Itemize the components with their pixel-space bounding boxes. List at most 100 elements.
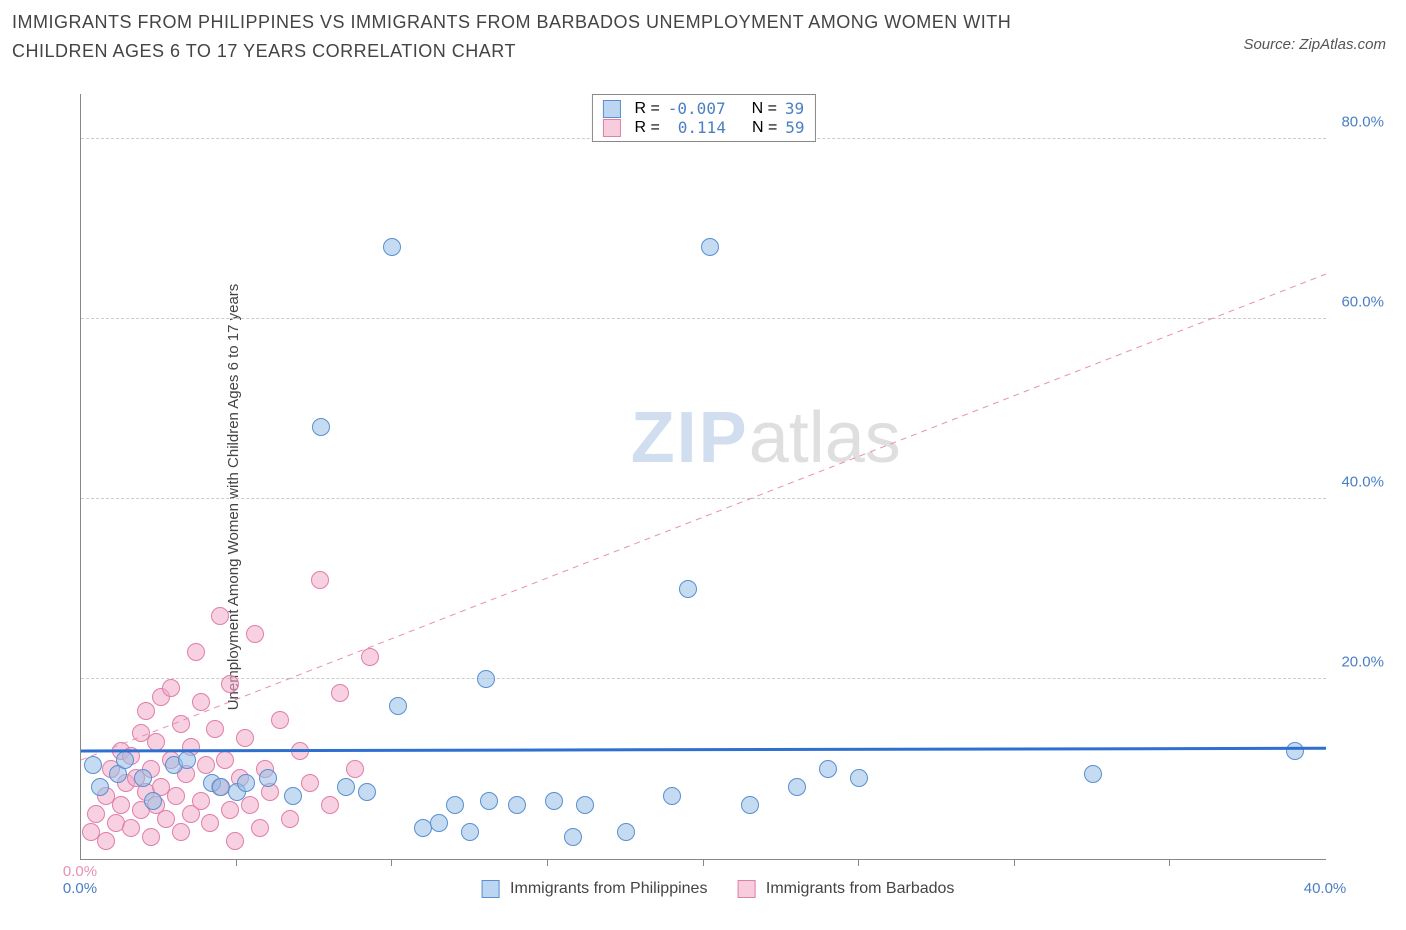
- data-point: [701, 238, 719, 256]
- data-point: [187, 643, 205, 661]
- data-point: [291, 742, 309, 760]
- source-label: Source: ZipAtlas.com: [1243, 8, 1386, 53]
- legend-swatch-philippines: [602, 100, 620, 118]
- legend-n-label: N =: [752, 100, 777, 118]
- data-point: [236, 729, 254, 747]
- data-point: [284, 787, 302, 805]
- data-point: [147, 733, 165, 751]
- data-point: [122, 819, 140, 837]
- data-point: [508, 796, 526, 814]
- data-point: [301, 774, 319, 792]
- data-point: [137, 702, 155, 720]
- data-point: [246, 625, 264, 643]
- legend-n-value: 39: [785, 99, 804, 118]
- data-point: [197, 756, 215, 774]
- data-point: [192, 693, 210, 711]
- legend-swatch-barbados: [737, 880, 755, 898]
- series-name: Immigrants from Barbados: [766, 880, 955, 897]
- data-point: [172, 823, 190, 841]
- data-point: [251, 819, 269, 837]
- watermark-part1: ZIP: [631, 398, 749, 478]
- data-point: [1286, 742, 1304, 760]
- x-tick-mark: [1014, 860, 1015, 866]
- legend-row: R = 0.114 N = 59: [602, 118, 804, 137]
- data-point: [679, 580, 697, 598]
- y-tick-label: 20.0%: [1341, 654, 1384, 671]
- series-name: Immigrants from Philippines: [510, 880, 707, 897]
- series-legend-item: Immigrants from Barbados: [737, 880, 954, 898]
- data-point: [617, 823, 635, 841]
- data-point: [157, 810, 175, 828]
- data-point: [337, 778, 355, 796]
- x-tick-label-blue: 40.0%: [1304, 880, 1347, 897]
- y-tick-label: 40.0%: [1341, 474, 1384, 491]
- legend-n-label: N =: [752, 119, 777, 137]
- data-point: [850, 769, 868, 787]
- watermark-part2: atlas: [749, 398, 901, 478]
- data-point: [281, 810, 299, 828]
- plot-region: R = -0.007 N = 39 R = 0.114 N = 59 ZIPat…: [80, 94, 1326, 860]
- data-point: [178, 751, 196, 769]
- trend-line: [81, 94, 1326, 859]
- stats-legend: R = -0.007 N = 39 R = 0.114 N = 59: [591, 94, 815, 142]
- y-tick-label: 60.0%: [1341, 294, 1384, 311]
- data-point: [162, 679, 180, 697]
- data-point: [819, 760, 837, 778]
- legend-r-label: R =: [634, 100, 659, 118]
- data-point: [84, 756, 102, 774]
- x-tick-mark: [858, 860, 859, 866]
- data-point: [430, 814, 448, 832]
- legend-swatch-barbados: [602, 119, 620, 137]
- data-point: [271, 711, 289, 729]
- data-point: [361, 648, 379, 666]
- legend-r-value: -0.007: [668, 99, 726, 118]
- data-point: [545, 792, 563, 810]
- x-tick-mark: [547, 860, 548, 866]
- data-point: [259, 769, 277, 787]
- data-point: [216, 751, 234, 769]
- data-point: [564, 828, 582, 846]
- chart-area: Unemployment Among Women with Children A…: [50, 94, 1386, 900]
- data-point: [142, 828, 160, 846]
- x-tick-label-pink: 0.0%: [63, 863, 97, 880]
- data-point: [383, 238, 401, 256]
- data-point: [1084, 765, 1102, 783]
- data-point: [221, 675, 239, 693]
- watermark: ZIPatlas: [631, 397, 901, 479]
- data-point: [321, 796, 339, 814]
- data-point: [312, 418, 330, 436]
- data-point: [134, 769, 152, 787]
- y-tick-label: 80.0%: [1341, 114, 1384, 131]
- x-axis-legend: Immigrants from Philippines Immigrants f…: [482, 880, 955, 898]
- x-tick-mark: [236, 860, 237, 866]
- data-point: [311, 571, 329, 589]
- data-point: [112, 796, 130, 814]
- x-tick-mark: [703, 860, 704, 866]
- x-tick-mark: [391, 860, 392, 866]
- data-point: [144, 792, 162, 810]
- data-point: [172, 715, 190, 733]
- data-point: [91, 778, 109, 796]
- data-point: [576, 796, 594, 814]
- data-point: [241, 796, 259, 814]
- data-point: [116, 751, 134, 769]
- data-point: [741, 796, 759, 814]
- gridline: [81, 498, 1326, 499]
- data-point: [192, 792, 210, 810]
- gridline: [81, 318, 1326, 319]
- trend-line: [81, 94, 1326, 859]
- data-point: [461, 823, 479, 841]
- x-tick-mark: [1169, 860, 1170, 866]
- data-point: [389, 697, 407, 715]
- data-point: [226, 832, 244, 850]
- legend-n-value: 59: [785, 118, 804, 137]
- data-point: [87, 805, 105, 823]
- data-point: [446, 796, 464, 814]
- x-tick-label-blue: 0.0%: [63, 880, 97, 897]
- legend-r-label: R =: [634, 119, 659, 137]
- data-point: [237, 774, 255, 792]
- data-point: [201, 814, 219, 832]
- data-point: [221, 801, 239, 819]
- data-point: [331, 684, 349, 702]
- data-point: [206, 720, 224, 738]
